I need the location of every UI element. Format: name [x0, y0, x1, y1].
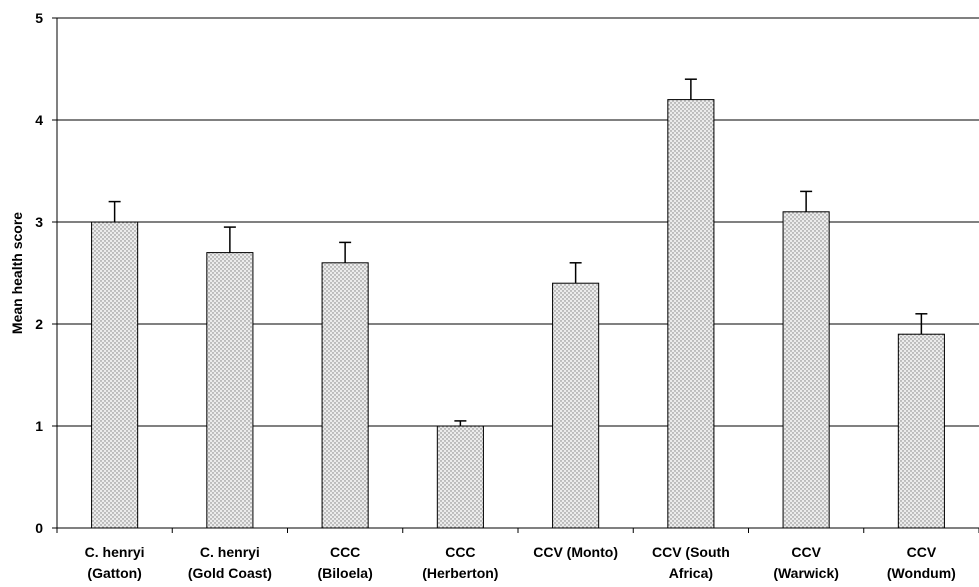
- x-category-label-line: CCV: [907, 544, 937, 560]
- axes: [52, 17, 979, 533]
- y-tick-label-2: 2: [35, 316, 43, 332]
- y-tick-label-3: 3: [35, 214, 43, 230]
- bar-6: [782, 211, 830, 529]
- bar-1: [206, 252, 254, 529]
- x-category-label-line: (Biloela): [318, 565, 373, 581]
- x-category-label-line: Africa): [669, 565, 713, 581]
- y-tick-labels: 0 1 2 3 4 5: [35, 10, 43, 536]
- x-category-label-line: CCC: [330, 544, 360, 560]
- x-category-label-3: CCC (Herberton): [422, 544, 498, 581]
- x-category-label-line: CCV (Monto): [533, 544, 618, 560]
- x-category-label-line: (Warwick): [773, 565, 839, 581]
- x-category-labels: C. henryi (Gatton) C. henryi (Gold Coast) CC…: [85, 544, 956, 581]
- x-category-label-4: CCV (Monto): [533, 544, 618, 560]
- x-category-label-0: C. henryi (Gatton): [85, 544, 145, 581]
- bar-4: [552, 282, 600, 529]
- x-category-label-line: (Gatton): [87, 565, 141, 581]
- y-tick-label-5: 5: [35, 10, 43, 26]
- x-category-label-line: CCC: [445, 544, 475, 560]
- bar-0: [91, 221, 139, 529]
- x-category-label-5: CCV (South Africa): [652, 544, 730, 581]
- x-category-label-line: C. henryi: [200, 544, 260, 560]
- x-category-label-line: (Herberton): [422, 565, 498, 581]
- x-category-label-line: CCV: [791, 544, 821, 560]
- bars: [91, 99, 945, 529]
- bar-5: [667, 99, 715, 529]
- x-category-label-line: CCV (South: [652, 544, 730, 560]
- x-category-label-line: C. henryi: [85, 544, 145, 560]
- x-category-label-1: C. henryi (Gold Coast): [188, 544, 272, 581]
- y-tick-label-1: 1: [35, 418, 43, 434]
- x-category-label-line: (Gold Coast): [188, 565, 272, 581]
- x-category-label-line: (Wondum): [887, 565, 956, 581]
- x-category-label-2: CCC (Biloela): [318, 544, 373, 581]
- y-tick-label-4: 4: [35, 112, 43, 128]
- x-category-label-7: CCV (Wondum): [887, 544, 956, 581]
- bar-2: [321, 262, 369, 529]
- y-axis-title: Mean health score: [9, 212, 25, 334]
- bar-7: [897, 333, 945, 529]
- error-bars: [108, 78, 928, 426]
- bar-3: [436, 425, 484, 529]
- gridlines: [57, 17, 979, 427]
- x-category-label-6: CCV (Warwick): [773, 544, 839, 581]
- y-tick-label-0: 0: [35, 520, 43, 536]
